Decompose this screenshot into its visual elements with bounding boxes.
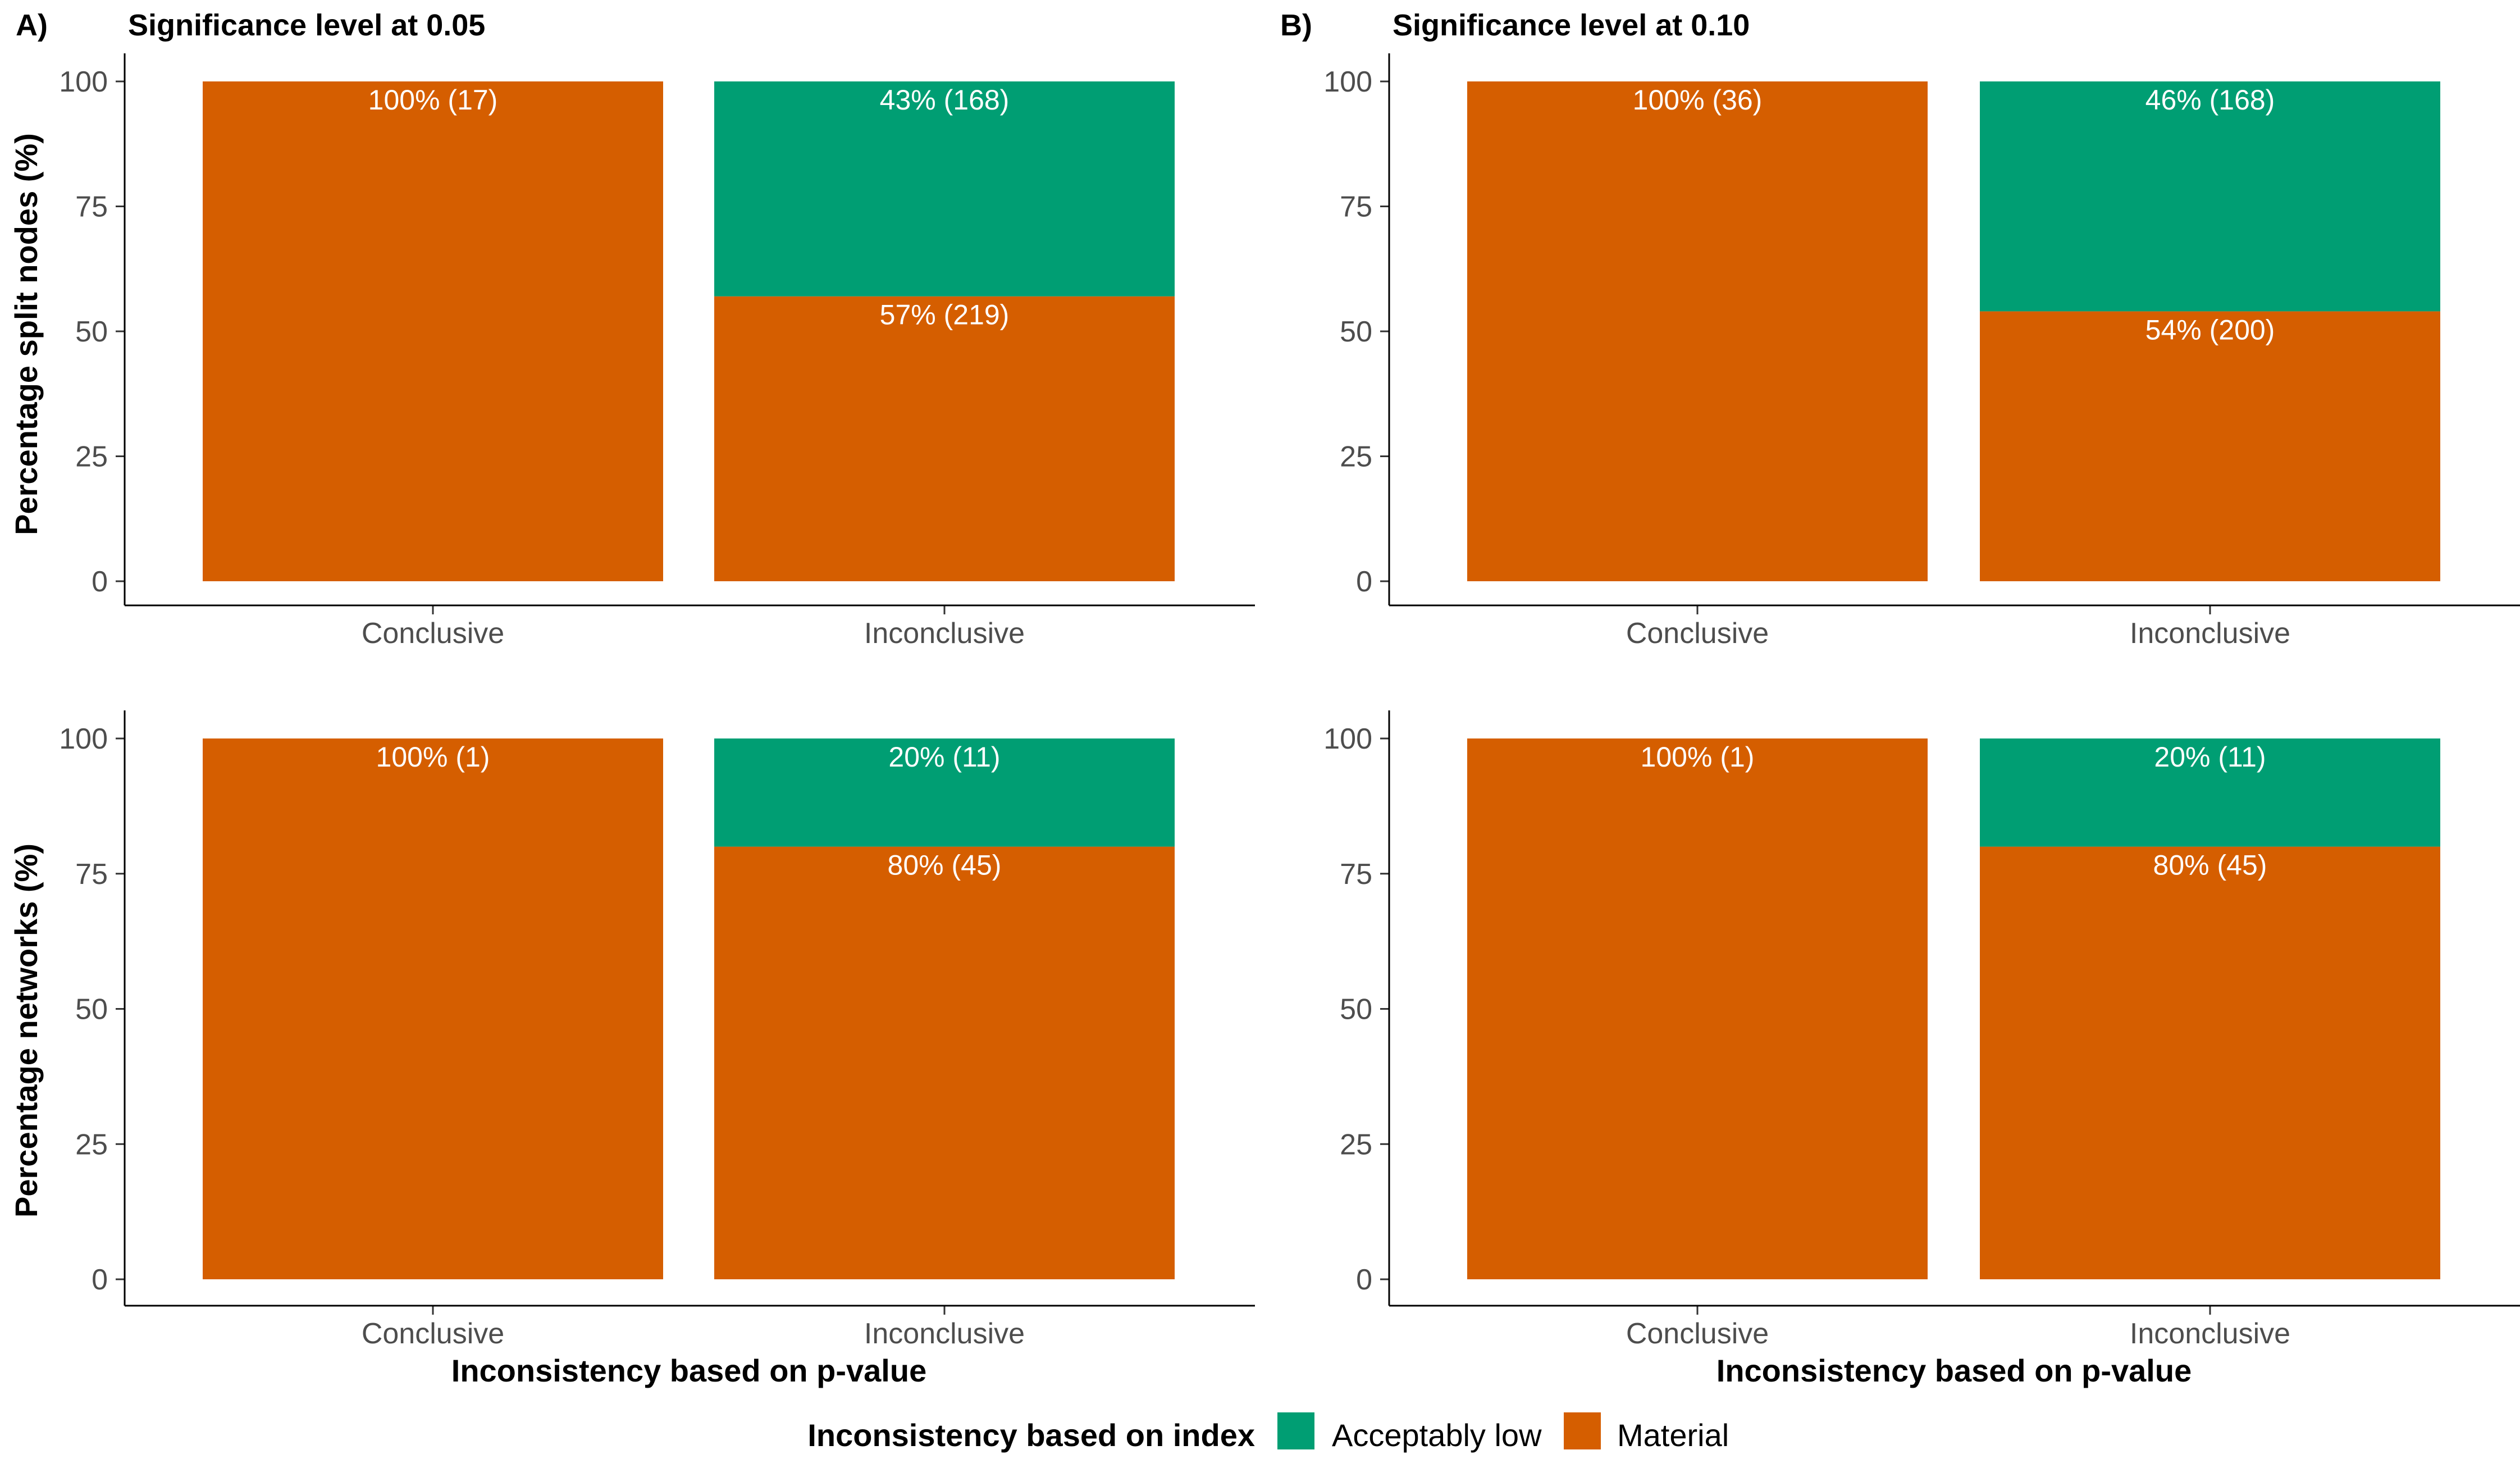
data-label: 80% (45): [888, 850, 1002, 881]
legend-swatch-acceptably-low: [1277, 1412, 1314, 1449]
data-label: 100% (1): [1641, 741, 1755, 773]
y-tick-label: 25: [75, 1128, 108, 1161]
bar-material: [714, 296, 1175, 581]
bar-acceptably-low: [714, 738, 1175, 847]
bar-material: [714, 846, 1175, 1279]
x-tick-label: Inconclusive: [864, 617, 1025, 650]
data-label: 20% (11): [2154, 741, 2266, 773]
data-label: 54% (200): [2145, 314, 2275, 345]
bar-material: [203, 81, 663, 581]
bar-material: [1467, 81, 1928, 581]
x-tick-label: Conclusive: [362, 617, 504, 650]
y-tick-label: 25: [1340, 1128, 1372, 1161]
y-tick-label: 50: [75, 316, 108, 348]
y-tick-label: 100: [59, 66, 108, 98]
y-tick-label: 75: [1340, 858, 1372, 891]
data-label: 57% (219): [880, 299, 1010, 331]
data-label: 80% (45): [2153, 850, 2267, 881]
panel-b-tag: B): [1280, 8, 1312, 42]
y-tick-label: 0: [92, 1264, 108, 1296]
legend-swatch-material: [1564, 1412, 1601, 1449]
y-tick-label: 100: [1323, 66, 1372, 98]
y-tick-label: 75: [1340, 191, 1372, 224]
legend-label-acceptably-low: Acceptably low: [1332, 1417, 1542, 1453]
data-label: 100% (17): [368, 84, 498, 116]
data-label: 20% (11): [888, 741, 1000, 773]
bar-material: [203, 738, 663, 1279]
y-tick-label: 0: [1356, 1264, 1372, 1296]
x-tick-label: Inconclusive: [2130, 1317, 2290, 1350]
data-label: 43% (168): [880, 84, 1010, 116]
y-tick-label: 50: [75, 993, 108, 1026]
bar-material: [1980, 311, 2440, 581]
x-tick-label: Conclusive: [1626, 1317, 1769, 1350]
legend-title: Inconsistency based on index: [807, 1417, 1255, 1453]
x-tick-label: Inconclusive: [2130, 617, 2290, 650]
data-label: 100% (36): [1633, 84, 1763, 116]
y-axis-title-networks: Percentage networks (%): [8, 844, 44, 1218]
y-tick-label: 0: [92, 566, 108, 598]
x-tick-label: Conclusive: [362, 1317, 504, 1350]
y-tick-label: 50: [1340, 316, 1372, 348]
y-tick-label: 25: [1340, 441, 1372, 473]
bar-acceptably-low: [1980, 81, 2440, 312]
chart-panel-b-networks: 0 25 50 75 100 100% (1) Conclusive 80% (45) 20% …: [1323, 710, 2520, 1350]
chart-panel-a-split-nodes: 0 25 50 75 100 100% (17) Conclusive 57% (219) 43…: [59, 53, 1255, 650]
data-label: 100% (1): [376, 741, 490, 773]
chart-panel-a-networks: 0 25 50 75 100 100% (1) Conclusive 80% (45) 20% …: [59, 710, 1255, 1350]
x-tick-label: Conclusive: [1626, 617, 1769, 650]
panel-a-title: Significance level at 0.05: [128, 8, 485, 42]
y-tick-label: 50: [1340, 993, 1372, 1026]
y-tick-label: 0: [1356, 566, 1372, 598]
data-label: 46% (168): [2145, 84, 2275, 116]
y-tick-label: 25: [75, 441, 108, 473]
bar-acceptably-low: [1980, 738, 2440, 847]
legend: Inconsistency based on index Acceptably …: [807, 1412, 1729, 1453]
bar-acceptably-low: [714, 81, 1175, 297]
bar-material: [1980, 846, 2440, 1279]
panel-a-tag: A): [16, 8, 48, 42]
x-tick-label: Inconclusive: [864, 1317, 1025, 1350]
y-axis-title-split-nodes: Percentage split nodes (%): [8, 133, 44, 535]
y-tick-label: 100: [1323, 723, 1372, 755]
chart-panel-b-split-nodes: 0 25 50 75 100 100% (36) Conclusive 54% (200) 46…: [1323, 53, 2520, 650]
y-tick-label: 75: [75, 858, 108, 891]
x-axis-title-a: Inconsistency based on p-value: [451, 1353, 926, 1388]
y-tick-label: 75: [75, 191, 108, 224]
y-tick-label: 100: [59, 723, 108, 755]
bar-material: [1467, 738, 1928, 1279]
panel-b-title: Significance level at 0.10: [1393, 8, 1750, 42]
x-axis-title-b: Inconsistency based on p-value: [1716, 1353, 2192, 1388]
legend-label-material: Material: [1617, 1417, 1729, 1453]
